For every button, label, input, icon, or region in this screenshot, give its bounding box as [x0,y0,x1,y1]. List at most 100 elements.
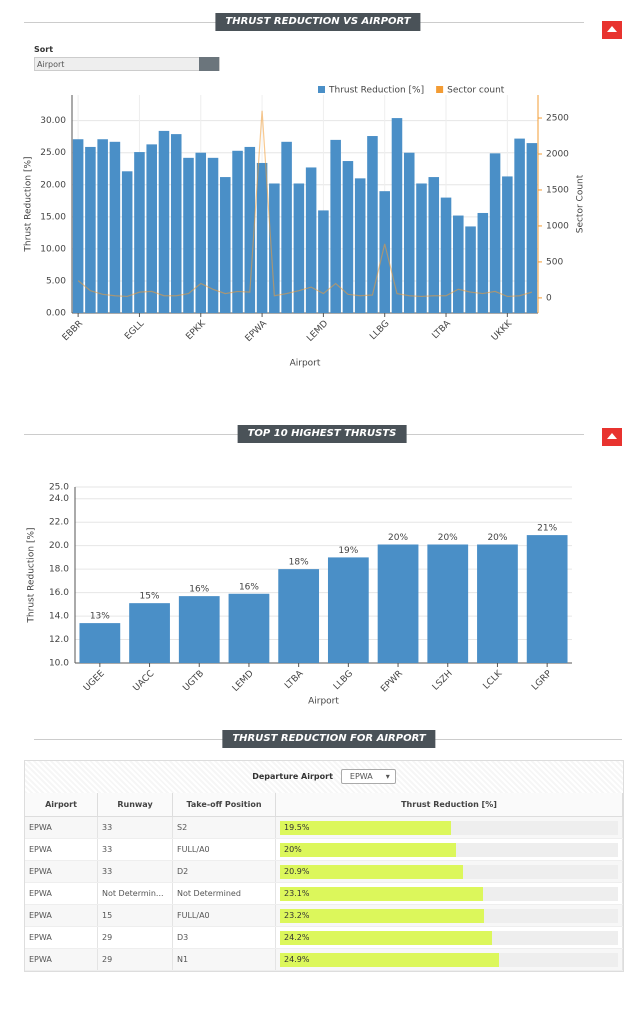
y-tick-label: 15.00 [40,212,66,222]
bar [477,212,489,313]
bar [269,183,280,313]
bar [465,226,476,313]
thrust-cell: 23.2% [275,904,623,927]
bar [514,138,525,313]
table-cell: D3 [172,926,276,949]
bar [440,197,452,313]
bar [427,544,469,663]
bar [232,150,243,313]
bar [72,139,84,313]
bar [330,139,341,313]
data-label: 13% [90,612,110,622]
data-label: 16% [189,585,209,595]
bar [526,143,538,313]
table-row: EPWA 33 FULL/A0 20% [25,838,623,861]
sort-select[interactable]: Airport [34,57,220,71]
chart: 0.00 5.00 10.00 15.00 20.00 25.00 30.00 EBBR EGL… [24,86,586,369]
data-label: 20% [388,533,408,543]
legend-swatch [436,86,444,93]
x-tick-label: EGLL [123,319,146,342]
bar [278,569,320,663]
bar [367,136,378,313]
x-tick-label: LTBA [431,318,454,341]
table-cell: 33 [97,860,173,883]
filter-select[interactable]: EPWA [340,769,396,784]
y-tick-label: 20.00 [40,180,66,190]
thrust-bar: 19.5% [280,820,452,835]
x-tick-label: LSZH [431,669,455,693]
data-label: 16% [239,582,259,592]
x-tick-label: LEMD [231,669,256,694]
table-row: EPWA 29 D3 24.2% [25,926,623,949]
section-header: THRUST REDUCTION FOR AIRPORT [0,730,636,748]
thrust-label: 24.9% [284,954,310,964]
thrust-bar: 24.2% [280,930,493,945]
table-row: EPWA 33 D2 20.9% [25,860,623,883]
legend-label: Sector count [447,86,505,96]
bar [146,144,157,313]
thrust-bar: 24.9% [280,952,499,967]
data-table: Departure Airport EPWA AirportRunwayTake-… [24,760,624,972]
thrust-label: 19.5% [284,822,310,832]
y2-tick-label: 0 [546,293,552,303]
bar [244,146,256,313]
y-tick-label: 25.0 [49,483,69,493]
bar [256,162,268,313]
bar [220,177,231,313]
thrust-cell: 24.9% [275,948,623,971]
x-tick-label: UKKK [490,318,515,343]
bar-track: 20% [280,842,618,857]
line [77,110,533,298]
table-cell: EPWA [25,860,98,883]
collapse-button[interactable] [602,428,622,446]
filter-bar: Departure Airport EPWA [25,761,623,793]
bar [354,178,366,313]
column-header: Thrust Reduction [%] [275,793,623,817]
bar-track: 23.1% [280,886,618,901]
table-cell: EPWA [25,926,98,949]
x-tick-label: EPKK [184,318,208,342]
data-label: 20% [438,533,458,543]
x-tick-label: EPWR [379,669,405,695]
y-tick-label: 16.0 [49,588,69,598]
thrust-bar: 20% [280,842,456,857]
section-title: THRUST REDUCTION FOR AIRPORT [222,730,436,748]
data-label: 20% [487,533,507,543]
thrust-bar: 20.9% [280,864,464,879]
x-tick-label: LCLK [482,668,506,692]
y2-tick-label: 2000 [546,149,569,159]
thrust-bar: 23.1% [280,886,483,901]
bar [121,171,133,313]
collapse-button[interactable] [602,21,622,39]
bar [342,161,354,313]
thrust-cell: 20% [275,838,623,861]
data-label: 18% [289,558,309,568]
thrust-label: 20% [284,844,302,854]
chart: 10.0 12.0 14.0 16.0 18.0 20.0 22.0 24.025.0 13% 1… [27,483,572,707]
bar [97,139,108,313]
y-tick-label: 10.00 [40,244,66,254]
y-tick-label: 10.0 [49,659,69,669]
thrust-label: 24.2% [284,932,310,942]
y-tick-label: 18.0 [49,565,69,575]
y2-tick-label: 500 [546,257,563,267]
x-axis-label: Airport [290,359,321,369]
thrust-cell: 19.5% [275,816,623,839]
x-axis-label: Airport [308,697,339,707]
bar [428,177,440,313]
bar [158,130,170,313]
table: Airport Runway Take-off Position Thrust Red… [25,793,623,971]
y-tick-label: 5.00 [46,276,66,286]
thrust-cell: 24.2% [275,926,623,949]
bar [134,152,145,313]
x-tick-label: EPWA [244,318,270,344]
bar [293,183,305,313]
bar [416,183,427,313]
y-tick-label: 12.0 [49,635,69,645]
filter-label: Departure Airport [252,772,333,781]
bar [377,544,419,663]
table-row: EPWA 29 N1 24.9% [25,948,623,971]
data-label: 19% [338,546,358,556]
bar [379,191,390,313]
sort-control: Sort Airport [34,45,220,71]
